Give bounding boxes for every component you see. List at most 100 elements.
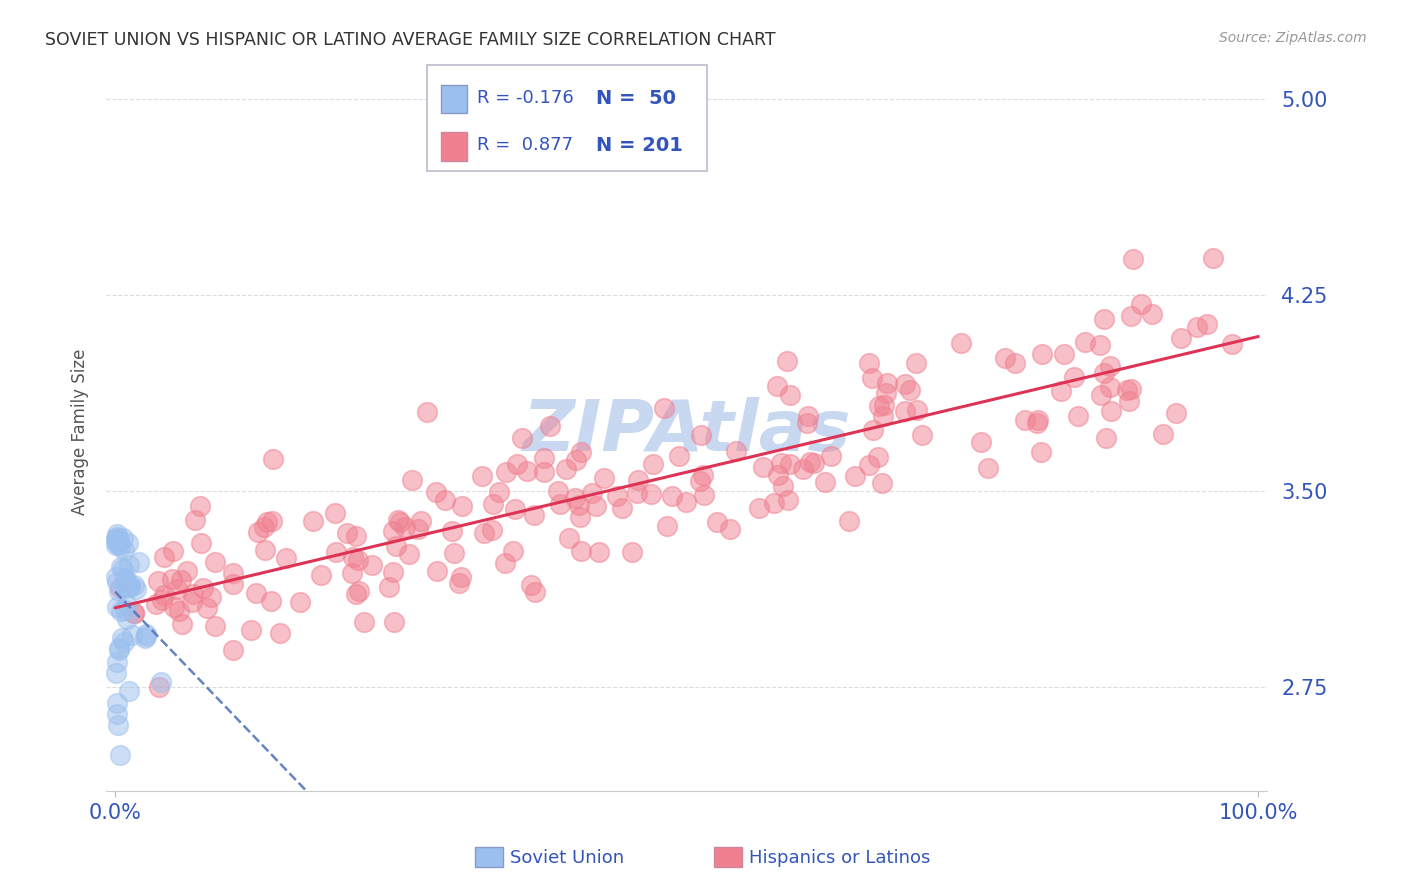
Point	[976, 460, 998, 475]
Point	[166, 582, 188, 596]
Point	[481, 497, 503, 511]
Point	[1099, 404, 1122, 418]
Point	[309, 567, 332, 582]
Point	[425, 484, 447, 499]
Point	[894, 376, 917, 391]
Point	[260, 594, 283, 608]
Point	[105, 655, 128, 669]
Point	[181, 587, 204, 601]
Text: ZIPAtlas: ZIPAtlas	[523, 398, 851, 467]
Point	[111, 631, 134, 645]
Point	[222, 643, 245, 657]
Point	[346, 553, 368, 567]
Point	[1092, 367, 1115, 381]
Point	[564, 491, 586, 505]
Point	[779, 458, 801, 472]
Point	[398, 547, 420, 561]
Point	[1130, 296, 1153, 310]
Point	[1122, 252, 1144, 266]
Point	[519, 578, 541, 592]
Point	[894, 404, 917, 418]
Text: Source: ZipAtlas.com: Source: ZipAtlas.com	[1219, 31, 1367, 45]
Point	[381, 524, 404, 538]
Point	[569, 445, 592, 459]
Point	[190, 536, 212, 550]
Point	[495, 465, 517, 479]
Point	[706, 515, 728, 529]
Point	[260, 514, 283, 528]
Point	[117, 580, 139, 594]
Point	[1031, 347, 1053, 361]
Point	[1118, 393, 1140, 408]
Point	[340, 566, 363, 581]
Point	[792, 462, 814, 476]
Point	[872, 475, 894, 490]
Point	[253, 543, 276, 558]
Point	[150, 593, 173, 607]
Text: N =  50: N = 50	[596, 88, 676, 108]
Point	[434, 493, 457, 508]
Point	[1049, 384, 1071, 398]
Point	[585, 499, 607, 513]
Point	[858, 458, 880, 472]
Point	[550, 497, 572, 511]
Text: Hispanics or Latinos: Hispanics or Latinos	[749, 849, 931, 867]
Point	[844, 469, 866, 483]
Point	[120, 578, 142, 592]
Point	[862, 371, 884, 385]
Point	[167, 604, 190, 618]
Point	[1090, 337, 1112, 351]
Point	[342, 550, 364, 565]
Point	[1053, 346, 1076, 360]
Point	[274, 551, 297, 566]
Point	[107, 537, 129, 551]
Point	[1195, 317, 1218, 331]
Point	[471, 469, 494, 483]
Point	[911, 428, 934, 442]
Point	[108, 642, 131, 657]
Point	[692, 468, 714, 483]
Point	[108, 641, 131, 656]
Point	[626, 485, 648, 500]
Point	[533, 465, 555, 479]
Point	[336, 526, 359, 541]
Point	[361, 558, 384, 572]
Point	[135, 627, 157, 641]
Point	[105, 570, 128, 584]
Point	[1029, 444, 1052, 458]
Point	[269, 626, 291, 640]
Point	[1201, 251, 1223, 265]
Point	[523, 508, 546, 522]
Point	[766, 468, 789, 483]
Point	[176, 564, 198, 578]
Point	[149, 675, 172, 690]
Point	[347, 583, 370, 598]
Point	[872, 409, 894, 423]
Point	[1025, 417, 1047, 431]
Point	[748, 501, 770, 516]
Point	[108, 748, 131, 763]
Point	[524, 585, 547, 599]
Point	[197, 601, 219, 615]
Point	[472, 526, 495, 541]
Point	[128, 556, 150, 570]
Point	[134, 632, 156, 646]
Text: N = 201: N = 201	[596, 136, 683, 155]
Point	[1164, 406, 1187, 420]
Point	[105, 665, 128, 680]
Point	[592, 471, 614, 485]
Point	[104, 537, 127, 551]
Point	[1119, 382, 1142, 396]
Point	[620, 544, 643, 558]
Point	[610, 500, 633, 515]
Point	[246, 525, 269, 540]
Point	[1090, 388, 1112, 402]
Point	[581, 486, 603, 500]
Point	[858, 356, 880, 370]
Point	[406, 522, 429, 536]
Point	[449, 576, 471, 591]
Point	[200, 590, 222, 604]
Point	[862, 424, 884, 438]
Point	[325, 545, 347, 559]
Point	[799, 455, 821, 469]
